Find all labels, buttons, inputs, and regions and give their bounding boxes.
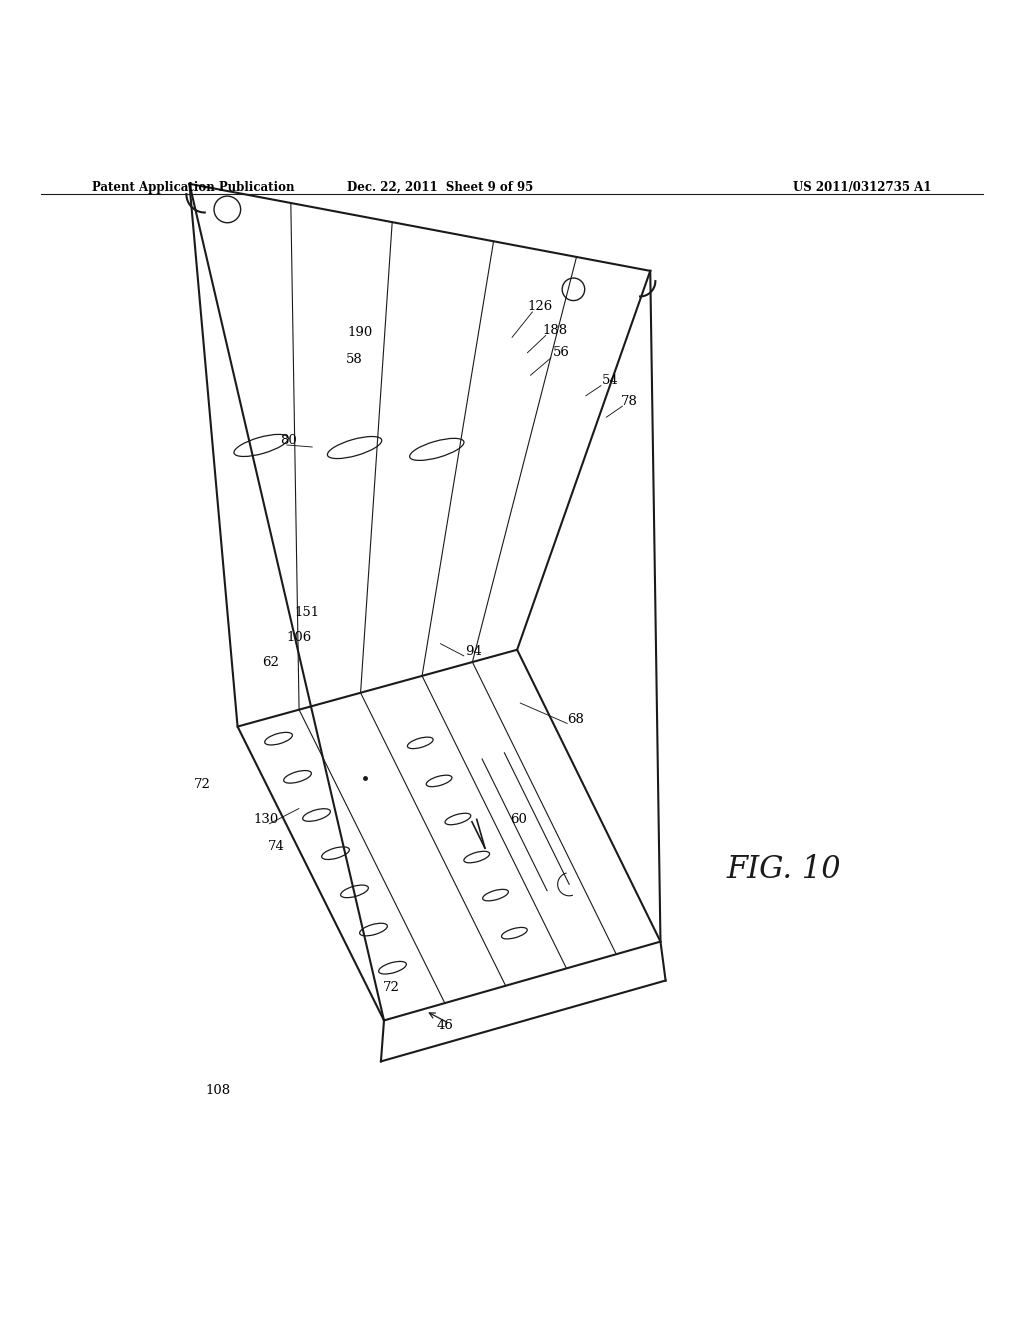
Text: 62: 62 (262, 656, 279, 668)
Text: 72: 72 (195, 779, 211, 792)
Text: 94: 94 (465, 645, 481, 659)
Text: 60: 60 (510, 813, 526, 826)
Text: 151: 151 (295, 606, 319, 619)
Text: 68: 68 (567, 713, 584, 726)
Text: 78: 78 (622, 396, 638, 408)
Text: 108: 108 (206, 1084, 230, 1097)
Text: 126: 126 (527, 300, 552, 313)
Text: 190: 190 (348, 326, 373, 339)
Text: 58: 58 (346, 354, 362, 367)
Text: US 2011/0312735 A1: US 2011/0312735 A1 (794, 181, 932, 194)
Text: 130: 130 (254, 813, 279, 826)
Text: 188: 188 (543, 323, 567, 337)
Text: 54: 54 (602, 374, 618, 387)
Text: Dec. 22, 2011  Sheet 9 of 95: Dec. 22, 2011 Sheet 9 of 95 (347, 181, 534, 194)
Text: 72: 72 (383, 981, 399, 994)
Text: 56: 56 (553, 346, 569, 359)
Text: 106: 106 (287, 631, 311, 644)
Text: 46: 46 (437, 1019, 454, 1032)
Text: FIG. 10: FIG. 10 (726, 854, 841, 886)
Text: 80: 80 (281, 434, 297, 447)
Text: Patent Application Publication: Patent Application Publication (92, 181, 295, 194)
Text: 74: 74 (268, 840, 285, 853)
